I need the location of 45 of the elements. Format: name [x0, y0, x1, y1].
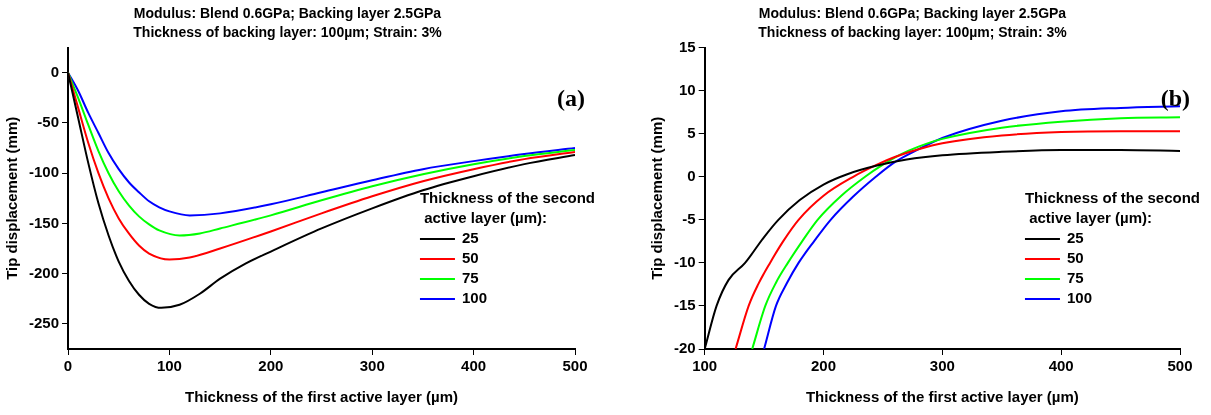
- x-axis-title: Thickness of the first active layer (µm): [185, 388, 458, 406]
- x-tick-label: 400: [1048, 357, 1074, 375]
- x-tick-label: 400: [461, 357, 487, 375]
- y-tick-label: -20: [673, 339, 696, 357]
- annotation: (b): [1160, 84, 1190, 111]
- legend-label: 25: [461, 229, 479, 247]
- y-tick-label: -250: [28, 314, 60, 332]
- x-tick-label: 300: [359, 357, 385, 375]
- x-tick-label: 200: [810, 357, 837, 375]
- y-tick-label: 0: [687, 166, 696, 184]
- y-tick-label: -50: [37, 113, 60, 131]
- legend-label: 50: [461, 249, 479, 267]
- x-tick-label: 500: [562, 357, 588, 375]
- y-axis-title: Tip displacement (mm): [3, 116, 21, 280]
- y-tick-label: -15: [673, 296, 696, 314]
- x-tick-label: 200: [258, 357, 284, 375]
- x-tick-label: 300: [929, 357, 955, 375]
- legend-label: 50: [1066, 249, 1084, 267]
- legend-title: Thickness of the second active layer (µm):: [1024, 189, 1201, 227]
- x-tick-label: 500: [1167, 357, 1193, 375]
- annotation: (a): [557, 84, 585, 111]
- y-tick-label: -100: [28, 163, 60, 181]
- y-tick-label: -10: [673, 253, 696, 271]
- y-tick-label: -200: [28, 263, 60, 281]
- y-tick-label: 15: [678, 37, 696, 55]
- legend-label: 25: [1066, 229, 1084, 247]
- legend-label: 100: [461, 289, 487, 307]
- legend-title: Thickness of the second active layer (µm):: [419, 189, 596, 227]
- x-tick-label: 0: [63, 357, 73, 375]
- chart-subtitle: Thickness of backing layer: 100µm; Strain: 3%: [133, 24, 443, 41]
- y-tick-label: -5: [682, 209, 696, 227]
- chart-title: Modulus: Blend 0.6GPa; Backing layer 2.5GPa: [133, 5, 442, 22]
- y-tick-label: -150: [28, 213, 60, 231]
- chart-title: Modulus: Blend 0.6GPa; Backing layer 2.5GPa: [758, 5, 1067, 22]
- x-tick-label: 100: [692, 357, 718, 375]
- chart-subtitle: Thickness of backing layer: 100µm; Strain: 3%: [758, 24, 1068, 41]
- legend-label: 75: [461, 269, 479, 287]
- y-tick-label: 10: [678, 80, 696, 98]
- legend-label: 100: [1066, 289, 1092, 307]
- y-tick-label: 5: [687, 123, 696, 141]
- y-axis-title: Tip displacement (mm): [648, 116, 666, 280]
- x-axis-title: Thickness of the first active layer (µm): [805, 388, 1079, 406]
- legend-label: 75: [1066, 269, 1084, 287]
- y-tick-label: 0: [50, 62, 60, 80]
- x-tick-label: 100: [156, 357, 182, 375]
